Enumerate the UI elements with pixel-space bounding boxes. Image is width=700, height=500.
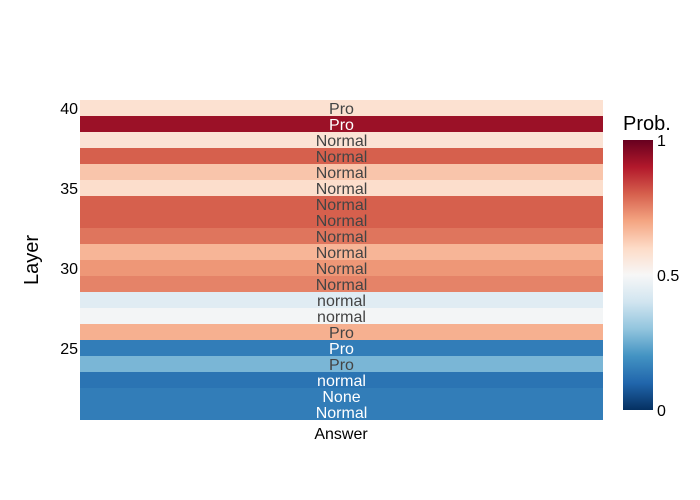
- cell-label-layer-39: Pro: [329, 117, 354, 134]
- heatmap-cell-layer-39: [80, 116, 603, 132]
- heatmap-cell-layer-35: [80, 180, 603, 196]
- y-tick-30: 30: [60, 261, 78, 278]
- cell-label-layer-37: Normal: [316, 149, 368, 166]
- y-tick-35: 35: [60, 181, 78, 198]
- x-axis-category-label: Answer: [314, 426, 368, 443]
- colorbar: Prob. 00.51: [623, 113, 679, 420]
- cell-label-layer-36: Normal: [316, 165, 368, 182]
- colorbar-gradient: [623, 140, 653, 410]
- heatmap-cell-layer-36: [80, 164, 603, 180]
- cell-label-layer-30: Normal: [316, 261, 368, 278]
- heatmap-cell-layer-21: [80, 404, 603, 420]
- heatmap-cell-layer-25: [80, 340, 603, 356]
- heatmap-cell-layer-24: [80, 356, 603, 372]
- heatmap-cell-layer-30: [80, 260, 603, 276]
- cell-label-layer-28: normal: [317, 293, 366, 310]
- heatmap-cell-layer-27: [80, 308, 603, 324]
- cell-label-layer-25: Pro: [329, 341, 354, 358]
- cell-label-layer-34: Normal: [316, 197, 368, 214]
- heatmap-cell-layer-40: [80, 100, 603, 116]
- heatmap-cell-layer-32: [80, 228, 603, 244]
- heatmap-cells: [80, 100, 603, 420]
- heatmap-cell-layer-34: [80, 196, 603, 212]
- heatmap-cell-layer-38: [80, 132, 603, 148]
- cell-label-layer-26: Pro: [329, 325, 354, 342]
- cell-label-layer-32: Normal: [316, 229, 368, 246]
- heatmap-cell-layer-22: [80, 388, 603, 404]
- cell-label-layer-33: Normal: [316, 213, 368, 230]
- heatmap-cell-layer-37: [80, 148, 603, 164]
- cell-label-layer-38: Normal: [316, 133, 368, 150]
- heatmap-cell-layer-23: [80, 372, 603, 388]
- cell-label-layer-27: normal: [317, 309, 366, 326]
- heatmap-cell-layer-31: [80, 244, 603, 260]
- cell-label-layer-23: normal: [317, 373, 366, 390]
- cell-label-layer-22: None: [322, 389, 360, 406]
- y-axis-title: Layer: [21, 235, 43, 285]
- cell-label-layer-21: Normal: [316, 405, 368, 422]
- y-axis-ticks: 25 30 35 40: [60, 101, 78, 358]
- colorbar-ticks: 00.51: [657, 133, 679, 420]
- colorbar-tick-0: 0: [657, 403, 666, 420]
- cell-label-layer-40: Pro: [329, 101, 354, 118]
- y-tick-40: 40: [60, 101, 78, 118]
- colorbar-tick-0.5: 0.5: [657, 268, 679, 285]
- y-tick-25: 25: [60, 341, 78, 358]
- heatmap-cell-layer-29: [80, 276, 603, 292]
- colorbar-tick-1: 1: [657, 133, 666, 150]
- cell-label-layer-35: Normal: [316, 181, 368, 198]
- heatmap-cell-layer-33: [80, 212, 603, 228]
- cell-label-layer-24: Pro: [329, 357, 354, 374]
- heatmap-cell-layer-26: [80, 324, 603, 340]
- cell-label-layer-31: Normal: [316, 245, 368, 262]
- colorbar-title: Prob.: [623, 113, 671, 135]
- heatmap-cell-layer-28: [80, 292, 603, 308]
- cell-label-layer-29: Normal: [316, 277, 368, 294]
- heatmap-cell-labels: ProProNormalNormalNormalNormalNormalNorm…: [316, 101, 368, 422]
